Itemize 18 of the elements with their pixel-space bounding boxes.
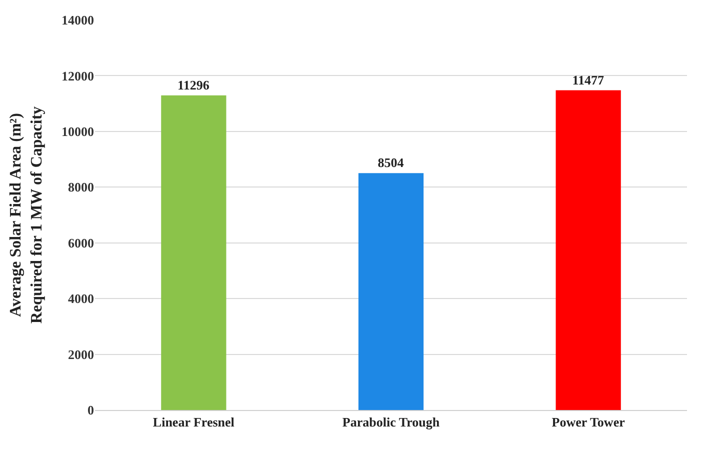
bar xyxy=(161,95,226,410)
y-tick-label: 0 xyxy=(88,402,94,418)
y-tick-label: 6000 xyxy=(68,235,94,250)
x-tick-label: Linear Fresnel xyxy=(152,414,235,430)
bar xyxy=(556,90,621,410)
y-tick-label: 10000 xyxy=(62,124,94,139)
y-tick-label: 12000 xyxy=(62,68,94,84)
data-label: 11296 xyxy=(178,77,210,92)
y-tick-label: 14000 xyxy=(62,12,94,28)
y-tick-label: 2000 xyxy=(68,346,94,362)
x-tick-label: Parabolic Trough xyxy=(342,414,440,430)
data-label: 8504 xyxy=(378,155,404,170)
y-tick-label: 8000 xyxy=(68,180,94,195)
bar xyxy=(358,173,424,410)
data-label: 11477 xyxy=(572,72,604,88)
y-axis-title: Average Solar Field Area (m²) Required for 1 MW of Capacity xyxy=(8,106,46,324)
x-tick-label: Power Tower xyxy=(552,414,626,430)
y-tick-label: 4000 xyxy=(68,291,94,306)
